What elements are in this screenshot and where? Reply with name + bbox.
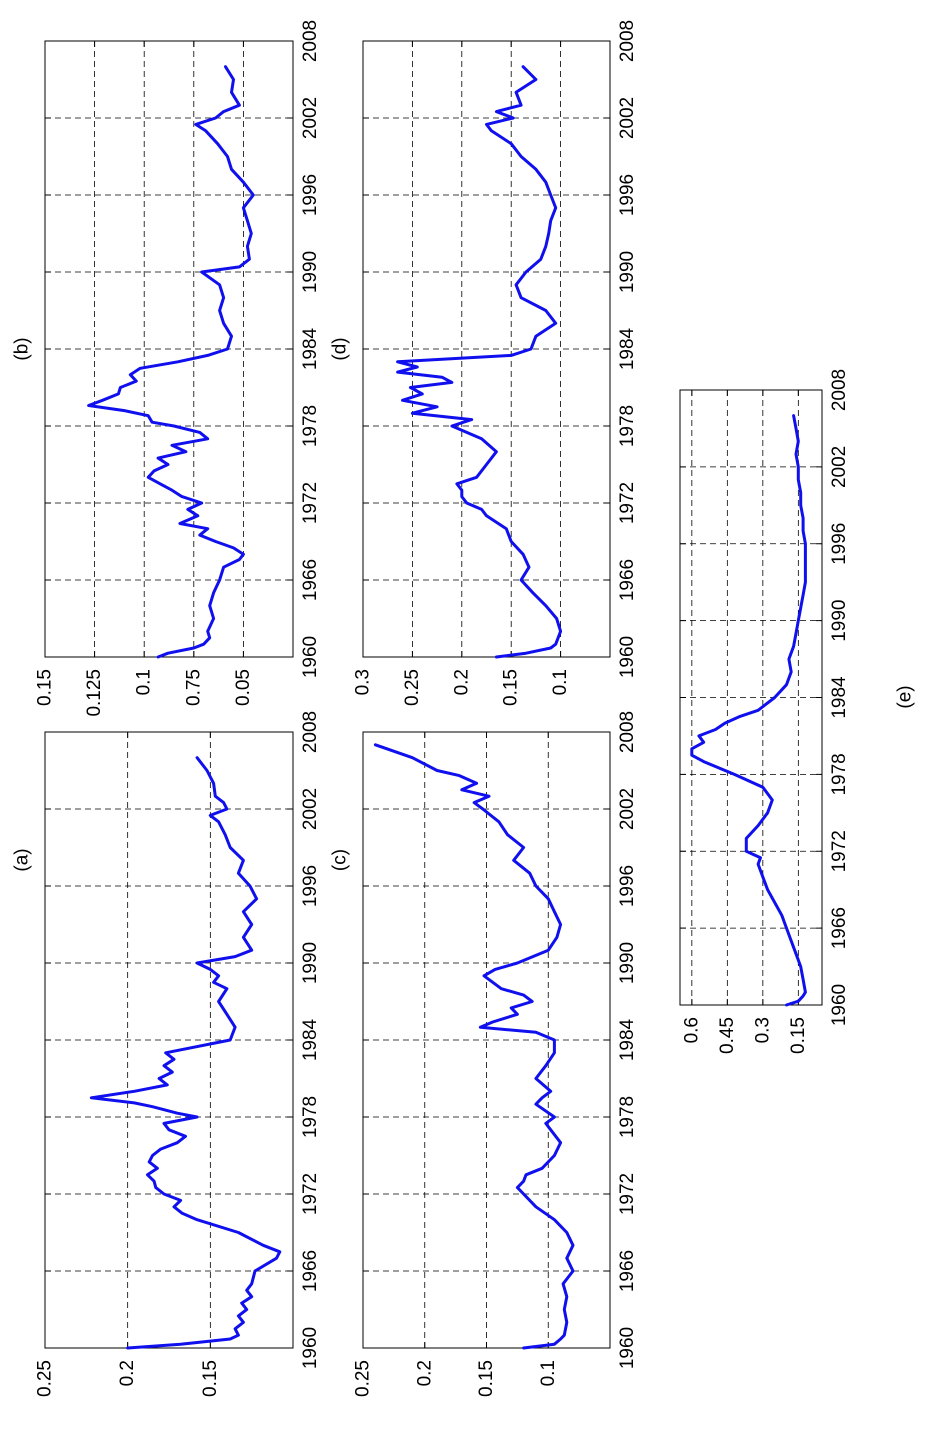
x-tick-label-a: 2008 [300,20,321,62]
y-tick-label-c: 0.3 [353,669,374,695]
x-tick-label-e: 1978 [829,753,850,795]
x-tick-label-a: 1996 [300,174,321,216]
y-tick-label-a: 0.15 [35,669,56,706]
x-tick-label-a: 1978 [300,405,321,447]
y-tick-label-c: 0.15 [501,669,522,706]
panel-title-e: (e) [895,685,916,708]
x-tick-label-b: 1972 [300,1173,321,1215]
x-tick-label-d: 1966 [617,1250,638,1292]
panel-title-d: (d) [330,337,351,360]
x-tick-label-a: 1984 [300,327,321,370]
series-line-b [89,756,282,1350]
x-tick-label-c: 1996 [617,174,638,216]
x-tick-label-a: 1972 [300,482,321,524]
panel-c: 1960 1966 1972 1978 1984 1990 1996 2002 2008 0.3 0… [330,20,638,871]
y-tick-label-e: 0.45 [717,1017,738,1054]
y-tick-label-b: 0.15 [200,1360,221,1397]
x-tick-label-e: 1966 [829,907,850,949]
x-tick-label-c: 1984 [617,327,638,370]
panel-title-c: (c) [330,849,351,871]
x-tick-label-b: 2002 [300,788,321,830]
y-tick-label-e: 0.3 [752,1017,773,1043]
y-tick-label-e: 0.6 [681,1017,702,1043]
y-tick-label-a: 0.05 [233,669,254,706]
x-tick-label-d: 2008 [617,711,638,753]
series-line-e [690,414,807,1007]
x-tick-label-c: 2008 [617,20,638,62]
x-tick-label-c: 1960 [617,636,638,678]
x-tick-label-b: 1966 [300,1250,321,1292]
x-tick-label-b: 1990 [300,942,321,984]
x-tick-label-e: 1984 [829,676,850,719]
y-tick-label-d: 0.15 [476,1360,497,1397]
x-tick-label-a: 2002 [300,97,321,139]
panel-title-a: (a) [12,848,33,871]
y-tick-label-d: 0.1 [538,1360,559,1386]
x-tick-label-a: 1960 [300,636,321,678]
x-tick-label-c: 1978 [617,405,638,447]
panel-b: 1960 1966 1972 1978 1984 1990 1996 2002 2008 0.25… [12,337,321,1397]
y-tick-label-c: 0.25 [402,669,423,706]
y-tick-label-a: 0.125 [84,669,105,717]
y-tick-label-e: 0.15 [788,1017,809,1054]
x-tick-label-c: 2002 [617,97,638,139]
y-tick-label-b: 0.2 [117,1360,138,1386]
x-tick-label-b: 1996 [300,865,321,907]
x-tick-label-e: 1996 [829,523,850,565]
x-tick-label-e: 1972 [829,830,850,872]
y-tick-label-c: 0.2 [451,669,472,695]
x-tick-label-c: 1972 [617,482,638,524]
y-tick-label-a: 0.1 [134,669,155,695]
x-tick-label-d: 1972 [617,1173,638,1215]
x-tick-label-b: 1960 [300,1327,321,1369]
panel-title-b: (b) [12,337,33,360]
panel-a: 1960 1966 1972 1978 1984 1990 1996 2002 2008 0.15… [12,20,321,872]
x-tick-label-e: 1990 [829,599,850,641]
y-tick-label-d: 0.2 [414,1360,435,1386]
x-tick-label-d: 2002 [617,788,638,830]
x-tick-label-e: 1960 [829,984,850,1026]
y-tick-label-d: 0.25 [353,1360,374,1397]
x-tick-label-a: 1990 [300,251,321,293]
series-line-c [396,65,563,659]
x-tick-label-d: 1996 [617,865,638,907]
series-line-a [87,65,255,659]
x-tick-label-c: 1966 [617,559,638,601]
x-tick-label-b: 1978 [300,1096,321,1138]
x-tick-label-d: 1984 [617,1018,638,1061]
panel-e: 1960 1966 1972 1978 1984 1990 1996 2002 2008 0.6 0… [679,369,916,1054]
series-line-d [373,743,575,1350]
x-tick-label-c: 1990 [617,251,638,293]
x-tick-label-a: 1966 [300,559,321,601]
y-tick-label-c: 0.1 [550,669,571,695]
x-tick-label-b: 1984 [300,1018,321,1061]
x-tick-label-d: 1990 [617,942,638,984]
x-tick-label-e: 2002 [829,446,850,488]
x-tick-label-d: 1960 [617,1327,638,1369]
x-tick-label-e: 2008 [829,369,850,411]
y-tick-label-a: 0.75 [183,669,204,706]
panel-d: 1960 1966 1972 1978 1984 1990 1996 2002 2008 0.25… [330,337,638,1397]
x-tick-label-b: 2008 [300,711,321,753]
y-tick-label-b: 0.25 [35,1360,56,1397]
x-tick-label-d: 1978 [617,1096,638,1138]
